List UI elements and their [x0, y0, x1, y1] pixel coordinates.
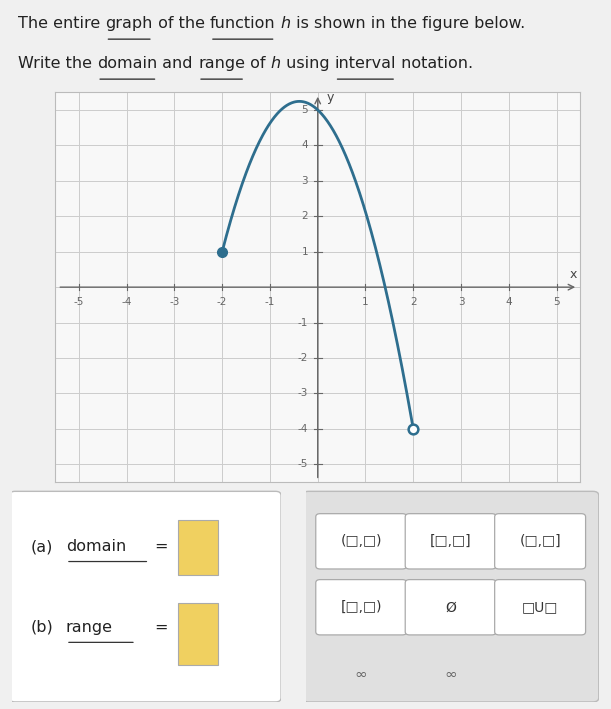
Text: is shown in the figure below.: is shown in the figure below.: [291, 16, 525, 31]
Text: Write the: Write the: [18, 56, 97, 72]
Text: range: range: [198, 56, 245, 72]
FancyBboxPatch shape: [316, 513, 407, 569]
Text: and: and: [158, 56, 198, 72]
Text: -4: -4: [298, 424, 308, 434]
Text: -4: -4: [122, 297, 132, 307]
Text: (□,□): (□,□): [340, 535, 382, 548]
Text: 2: 2: [410, 297, 417, 307]
Text: 5: 5: [302, 105, 308, 115]
Text: using: using: [281, 56, 335, 72]
FancyBboxPatch shape: [495, 580, 585, 635]
Text: of: of: [245, 56, 271, 72]
FancyBboxPatch shape: [405, 513, 496, 569]
Text: □U□: □U□: [522, 601, 558, 614]
Text: -3: -3: [169, 297, 180, 307]
FancyBboxPatch shape: [178, 603, 218, 665]
Text: 1: 1: [302, 247, 308, 257]
Text: [□,□): [□,□): [340, 601, 382, 614]
Text: 3: 3: [458, 297, 464, 307]
Text: 4: 4: [302, 140, 308, 150]
Text: ∞: ∞: [444, 666, 457, 682]
Text: graph: graph: [106, 16, 153, 31]
Text: 3: 3: [302, 176, 308, 186]
Text: (a): (a): [31, 539, 53, 554]
Text: 4: 4: [505, 297, 512, 307]
FancyBboxPatch shape: [302, 491, 599, 702]
FancyBboxPatch shape: [178, 520, 218, 576]
Text: -1: -1: [298, 318, 308, 328]
Text: notation.: notation.: [396, 56, 473, 72]
Text: -3: -3: [298, 389, 308, 398]
Text: 5: 5: [553, 297, 560, 307]
Text: -2: -2: [298, 353, 308, 363]
Text: y: y: [326, 91, 334, 104]
FancyBboxPatch shape: [495, 513, 585, 569]
Text: The entire: The entire: [18, 16, 106, 31]
Text: interval: interval: [335, 56, 396, 72]
Text: -5: -5: [74, 297, 84, 307]
Text: =: =: [155, 539, 168, 554]
Text: range: range: [66, 620, 113, 635]
Text: Ø: Ø: [445, 601, 456, 614]
Text: domain: domain: [66, 539, 126, 554]
FancyBboxPatch shape: [405, 580, 496, 635]
Text: -5: -5: [298, 459, 308, 469]
Text: =: =: [155, 620, 168, 635]
Text: function: function: [210, 16, 276, 31]
Text: of the: of the: [153, 16, 210, 31]
Text: 2: 2: [302, 211, 308, 221]
Text: (b): (b): [31, 620, 54, 635]
Text: h: h: [271, 56, 281, 72]
Text: -1: -1: [265, 297, 275, 307]
Text: -2: -2: [217, 297, 227, 307]
Text: ∞: ∞: [355, 666, 368, 682]
FancyBboxPatch shape: [316, 580, 407, 635]
Text: (□,□]: (□,□]: [519, 535, 561, 548]
Text: h: h: [280, 16, 291, 31]
Text: domain: domain: [97, 56, 158, 72]
Text: 1: 1: [362, 297, 369, 307]
Text: x: x: [569, 268, 577, 281]
Text: [□,□]: [□,□]: [430, 535, 472, 548]
FancyBboxPatch shape: [10, 491, 281, 702]
